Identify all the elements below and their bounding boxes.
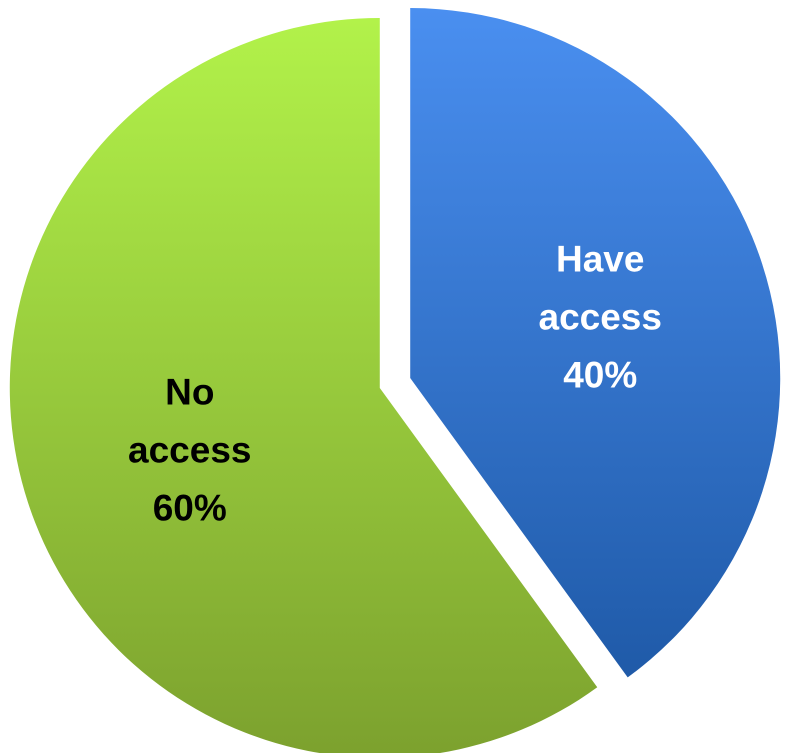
- slice-name-label: access: [539, 296, 662, 337]
- slice-name-label: access: [128, 430, 251, 471]
- slice-value-label: 60%: [153, 488, 227, 529]
- slice-group: [9, 8, 781, 753]
- label-group: Have access 40% No access 60%: [128, 238, 662, 528]
- slice-label-have-access: Have access 40%: [539, 238, 662, 395]
- slice-name-label: Have: [556, 238, 644, 279]
- pie-slice-no-access: [9, 17, 598, 753]
- slice-label-no-access: No access 60%: [128, 372, 251, 529]
- slice-value-label: 40%: [563, 354, 637, 395]
- slice-name-label: No: [165, 372, 214, 413]
- pie-slice-have-access: [410, 8, 781, 678]
